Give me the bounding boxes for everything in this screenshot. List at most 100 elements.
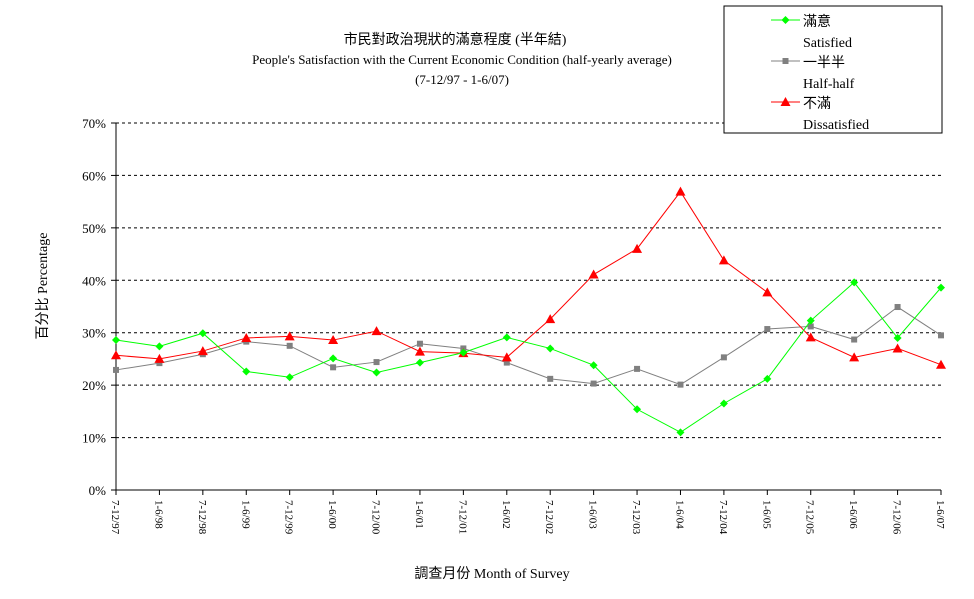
y-tick-label: 40% (82, 273, 106, 288)
data-point (112, 336, 120, 345)
y-tick-label: 50% (82, 221, 106, 236)
legend-label-en: Half-half (803, 77, 855, 92)
x-tick-label: 7-12/03 (630, 500, 642, 535)
data-point (502, 333, 511, 342)
x-axis-ticks: 7-12/97 1-6/98 7-12/98 1-6/99 7-12/99 1-6/00 7… (109, 490, 946, 535)
y-tick-label: 70% (82, 116, 106, 131)
legend-label-en: Satisfied (803, 36, 852, 51)
data-point (805, 332, 816, 342)
data-point (851, 336, 858, 343)
legend-item: 一半半 Half-half (771, 55, 855, 92)
data-point (807, 323, 814, 330)
data-point (547, 375, 554, 382)
x-tick-label: 7-12/04 (717, 500, 729, 535)
x-tick-label: 7-12/98 (196, 500, 208, 535)
data-point (894, 304, 901, 311)
data-point (936, 359, 946, 369)
legend-label: 滿意 (803, 13, 831, 30)
data-point (850, 278, 859, 287)
data-point (937, 283, 945, 292)
x-tick-label: 7-12/02 (543, 500, 555, 534)
data-point (284, 331, 295, 341)
data-point (764, 326, 771, 333)
x-tick-label: 7-12/99 (283, 500, 295, 535)
data-point (545, 314, 556, 324)
legend-marker (782, 58, 789, 64)
data-point (849, 352, 860, 362)
data-point (501, 352, 512, 362)
data-point (893, 333, 902, 342)
x-tick-label: 1-6/99 (239, 500, 251, 529)
chart-period: (7-12/97 - 1-6/07) (415, 72, 509, 87)
x-tick-label: 1-6/04 (673, 500, 685, 529)
data-point (154, 353, 165, 363)
data-point (328, 335, 339, 345)
data-point (675, 186, 686, 196)
data-point (806, 316, 815, 325)
plot-area (111, 186, 946, 437)
data-point (632, 243, 643, 253)
legend-label: 不滿 (803, 96, 831, 112)
x-tick-label: 7-12/97 (109, 500, 121, 535)
legend-label-en: Dissatisfied (803, 118, 869, 133)
series-dissatisfied (111, 186, 946, 369)
data-point (371, 326, 382, 336)
x-tick-label: 1-6/05 (760, 500, 772, 529)
series-half-half (113, 304, 944, 388)
data-point (588, 269, 599, 279)
data-point (590, 380, 597, 387)
data-point (330, 364, 337, 371)
data-point (415, 358, 424, 367)
data-point (633, 405, 642, 414)
x-tick-label: 7-12/06 (891, 500, 903, 535)
data-point (111, 350, 121, 360)
data-point (634, 365, 641, 372)
data-point (720, 354, 727, 361)
legend-box (723, 5, 943, 134)
data-point (285, 373, 294, 382)
data-point (113, 366, 119, 373)
legend-marker (780, 97, 791, 106)
data-point (503, 359, 510, 366)
y-axis-label: 百分比 Percentage (35, 233, 51, 340)
x-tick-label: 7-12/00 (370, 500, 382, 535)
data-point (938, 332, 944, 339)
x-tick-label: 1-6/98 (152, 500, 164, 529)
data-point (414, 346, 425, 356)
y-tick-label: 60% (82, 168, 106, 183)
series-satisfied (112, 278, 945, 437)
legend: 滿意 Satisfied 一半半 Half-half 不滿 Dissatisfied (723, 5, 943, 134)
data-point (546, 344, 555, 353)
data-point (241, 332, 252, 342)
data-point (762, 287, 773, 297)
x-tick-label: 1-6/07 (934, 500, 946, 529)
y-tick-label: 0% (89, 483, 107, 498)
data-point (155, 342, 164, 351)
legend-label: 一半半 (803, 55, 845, 71)
x-tick-label: 1-6/06 (847, 500, 859, 529)
chart-title: 市民對政治現狀的滿意程度 (半年結) (344, 31, 567, 48)
x-axis-label: 調查月份 Month of Survey (414, 566, 569, 582)
y-tick-label: 20% (82, 378, 106, 393)
legend-item: 滿意 Satisfied (771, 13, 852, 51)
data-point (763, 374, 772, 383)
data-point (718, 255, 729, 265)
y-tick-label: 30% (82, 326, 106, 341)
gridlines (115, 122, 941, 491)
x-tick-label: 7-12/01 (456, 500, 468, 534)
series-line (115, 190, 942, 366)
y-axis-ticks: 0% 10% 20% 30% 40% 50% 60% 70% (82, 116, 116, 498)
series-line (115, 306, 942, 386)
data-point (156, 360, 163, 367)
data-point (892, 343, 903, 353)
data-point (242, 367, 251, 376)
data-point (589, 361, 598, 370)
data-point (719, 399, 728, 408)
data-point (198, 329, 207, 338)
legend-marker (781, 16, 790, 24)
x-tick-label: 1-6/02 (500, 500, 512, 529)
data-point (372, 368, 381, 377)
data-point (677, 381, 684, 388)
legend-item: 不滿 Dissatisfied (771, 96, 869, 133)
